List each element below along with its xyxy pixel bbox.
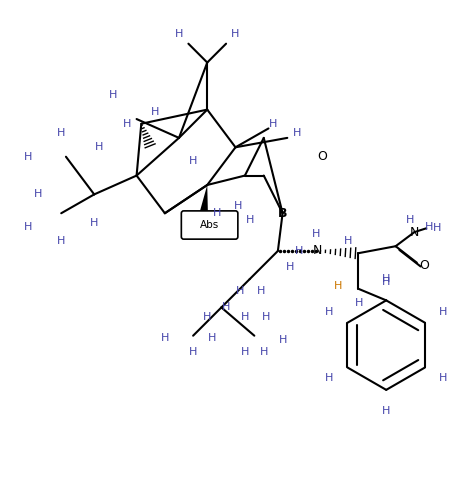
Text: H: H: [33, 189, 42, 199]
Text: H: H: [245, 215, 254, 225]
Text: H: H: [90, 218, 98, 227]
Text: H: H: [424, 222, 433, 232]
Text: H: H: [151, 107, 160, 117]
Text: H: H: [123, 119, 131, 129]
Text: H: H: [241, 312, 249, 322]
Text: H: H: [95, 142, 103, 152]
Text: B: B: [278, 207, 287, 220]
Text: H: H: [278, 335, 287, 345]
Text: H: H: [24, 222, 32, 232]
Text: H: H: [212, 208, 221, 218]
Text: H: H: [161, 333, 169, 343]
Text: H: H: [285, 262, 294, 272]
Text: H: H: [241, 347, 249, 357]
Text: H: H: [236, 286, 244, 296]
Text: O: O: [419, 258, 429, 271]
Text: H: H: [325, 373, 333, 383]
Text: H: H: [382, 274, 390, 284]
Text: H: H: [344, 237, 353, 246]
Text: H: H: [222, 302, 230, 313]
Text: H: H: [109, 90, 117, 100]
Text: H: H: [257, 286, 266, 296]
Text: H: H: [203, 312, 211, 322]
Text: N: N: [410, 226, 419, 239]
Text: H: H: [355, 298, 363, 308]
Text: H: H: [189, 347, 197, 357]
FancyBboxPatch shape: [181, 211, 238, 239]
Text: H: H: [234, 201, 242, 211]
Text: Abs: Abs: [200, 220, 219, 230]
Text: H: H: [269, 119, 277, 129]
Text: O: O: [318, 150, 327, 163]
Text: H: H: [231, 29, 240, 39]
Text: H: H: [260, 347, 268, 357]
Text: H: H: [325, 307, 333, 317]
Text: H: H: [57, 237, 65, 246]
Text: H: H: [382, 406, 390, 416]
Text: H: H: [189, 156, 197, 167]
Text: H: H: [175, 29, 183, 39]
Text: H: H: [295, 246, 303, 256]
Text: H: H: [382, 277, 390, 286]
Text: H: H: [312, 229, 321, 240]
Text: H: H: [439, 373, 447, 383]
Text: H: H: [406, 215, 414, 225]
Text: H: H: [262, 312, 270, 322]
Text: H: H: [334, 281, 342, 291]
Text: N: N: [313, 244, 323, 257]
Text: H: H: [24, 152, 32, 162]
Polygon shape: [197, 185, 208, 223]
Text: H: H: [208, 333, 216, 343]
Text: H: H: [292, 128, 301, 138]
Text: H: H: [57, 128, 65, 138]
Text: H: H: [439, 307, 447, 317]
Text: H: H: [433, 223, 441, 233]
